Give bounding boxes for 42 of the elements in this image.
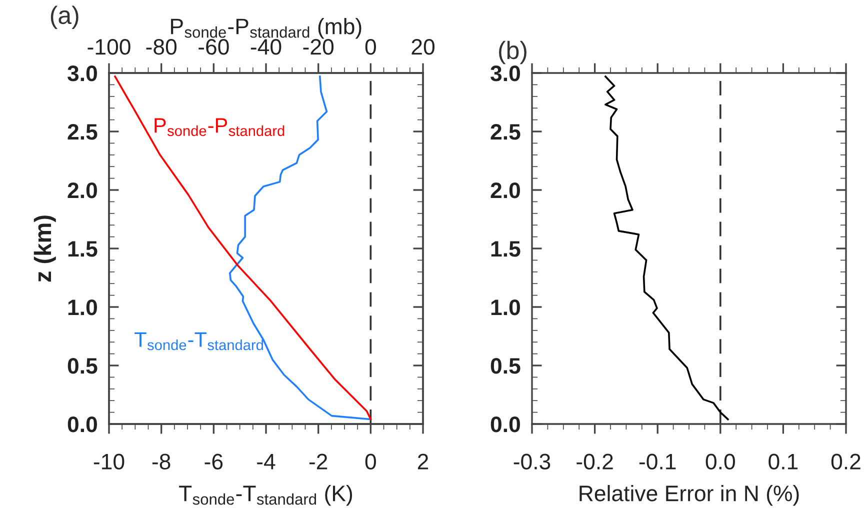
- y-tick-label: 3.0: [68, 66, 97, 82]
- y-tick-label: 2.5: [68, 124, 98, 140]
- x2-tick-label: -80: [146, 38, 177, 55]
- y-tick-label: 0.0: [490, 416, 520, 432]
- x2-tick-label: 0: [365, 38, 376, 55]
- y-tick-label: 0.5: [68, 358, 98, 374]
- y-tick-label: 0.5: [490, 358, 520, 374]
- chart-title: (a): [50, 6, 78, 30]
- y-tick-label: 3.0: [490, 66, 520, 82]
- x-tick-label: 0: [365, 454, 376, 470]
- y-tick-label: 1.0: [491, 300, 520, 316]
- series-label: T$_{sonde}$-T$_{standard}$: [134, 332, 263, 350]
- x-tick-label: -8: [152, 454, 170, 470]
- x2-tick-label: -20: [303, 38, 334, 55]
- x-tick-label: -4: [257, 454, 276, 470]
- y-tick-label: 0.0: [68, 416, 97, 432]
- x-tick-label: 2: [418, 454, 428, 470]
- x-tick-label: -10: [94, 454, 124, 470]
- x-tick-label: -0.1: [639, 454, 676, 470]
- x-tick-label: -0.3: [514, 454, 550, 470]
- y-tick-label: 1.5: [68, 241, 98, 257]
- y-tick-label: 2.0: [490, 182, 520, 198]
- y-tick-label: 2.0: [68, 182, 97, 198]
- x-tick-label: -6: [204, 454, 223, 470]
- x-tick-label: -2: [309, 454, 328, 470]
- x2-tick-label: 20: [412, 38, 434, 55]
- x-axis-title: T$_{sonde}$-T$_{standard}$ (K): [179, 484, 352, 506]
- x-axis-title: Relative Error in N (%): [580, 484, 799, 506]
- x-tick-label: -0.2: [576, 454, 613, 470]
- series-label: P$_{sonde}$-P$_{standard}$: [154, 118, 284, 136]
- x2-tick-label: -40: [250, 38, 282, 55]
- y-tick-label: 2.5: [490, 124, 520, 140]
- x2-tick-label: -100: [88, 38, 130, 55]
- y-tick-label: 1.5: [491, 241, 520, 257]
- chart-title: (b): [499, 40, 526, 64]
- x-tick-label: 0.0: [706, 454, 735, 470]
- x2-axis-title: P$_{sonde}$-P$_{standard}$ (mb): [171, 18, 362, 39]
- x-tick-label: 0.1: [768, 454, 798, 470]
- x2-tick-label: -60: [198, 38, 229, 55]
- y-axis-title: z (km): [34, 216, 56, 282]
- y-tick-label: 1.0: [68, 300, 97, 316]
- x-tick-label: 0.2: [831, 454, 860, 470]
